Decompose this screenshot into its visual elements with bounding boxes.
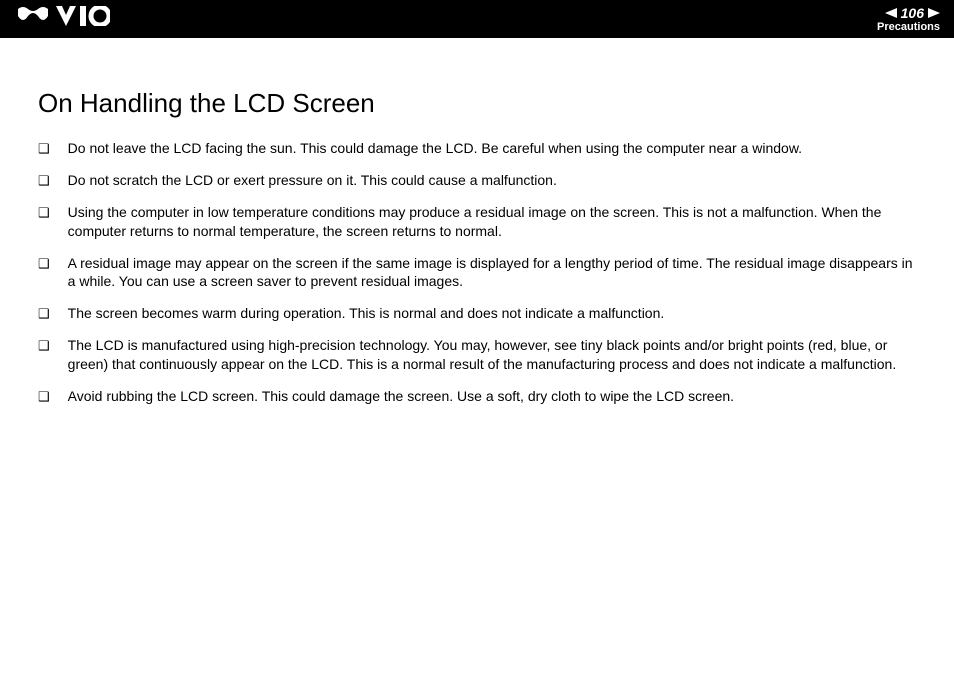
page-title: On Handling the LCD Screen bbox=[38, 88, 916, 119]
header-right: 106 Precautions bbox=[877, 6, 940, 33]
vaio-logo-icon bbox=[18, 6, 110, 26]
bullet-marker-icon: ❑ bbox=[38, 255, 50, 273]
next-page-arrow-icon[interactable] bbox=[928, 6, 940, 20]
page-number: 106 bbox=[901, 6, 924, 20]
content-area: On Handling the LCD Screen ❑ Do not leave… bbox=[0, 38, 954, 406]
bullet-text: A residual image may appear on the scree… bbox=[68, 254, 916, 292]
bullet-marker-icon: ❑ bbox=[38, 388, 50, 406]
bullet-text: Do not scratch the LCD or exert pressure… bbox=[68, 171, 916, 190]
list-item: ❑ Avoid rubbing the LCD screen. This coul… bbox=[38, 387, 916, 406]
vaio-logo bbox=[18, 5, 110, 33]
bullet-marker-icon: ❑ bbox=[38, 204, 50, 222]
bullet-marker-icon: ❑ bbox=[38, 172, 50, 190]
prev-page-arrow-icon[interactable] bbox=[885, 6, 897, 20]
header-bar: 106 Precautions bbox=[0, 0, 954, 38]
bullet-text: Do not leave the LCD facing the sun. Thi… bbox=[68, 139, 916, 158]
bullet-text: Avoid rubbing the LCD screen. This could… bbox=[68, 387, 916, 406]
list-item: ❑ The LCD is manufactured using high-prec… bbox=[38, 336, 916, 374]
list-item: ❑ The screen becomes warm during operatio… bbox=[38, 304, 916, 323]
bullet-text: The LCD is manufactured using high-preci… bbox=[68, 336, 916, 374]
bullet-text: Using the computer in low temperature co… bbox=[68, 203, 916, 241]
bullet-list: ❑ Do not leave the LCD facing the sun. Th… bbox=[38, 139, 916, 406]
list-item: ❑ Do not leave the LCD facing the sun. Th… bbox=[38, 139, 916, 158]
page-nav: 106 bbox=[885, 6, 940, 20]
bullet-marker-icon: ❑ bbox=[38, 337, 50, 355]
bullet-marker-icon: ❑ bbox=[38, 140, 50, 158]
list-item: ❑ Do not scratch the LCD or exert pressur… bbox=[38, 171, 916, 190]
bullet-marker-icon: ❑ bbox=[38, 305, 50, 323]
list-item: ❑ A residual image may appear on the scre… bbox=[38, 254, 916, 292]
section-label[interactable]: Precautions bbox=[877, 21, 940, 33]
list-item: ❑ Using the computer in low temperature c… bbox=[38, 203, 916, 241]
bullet-text: The screen becomes warm during operation… bbox=[68, 304, 916, 323]
